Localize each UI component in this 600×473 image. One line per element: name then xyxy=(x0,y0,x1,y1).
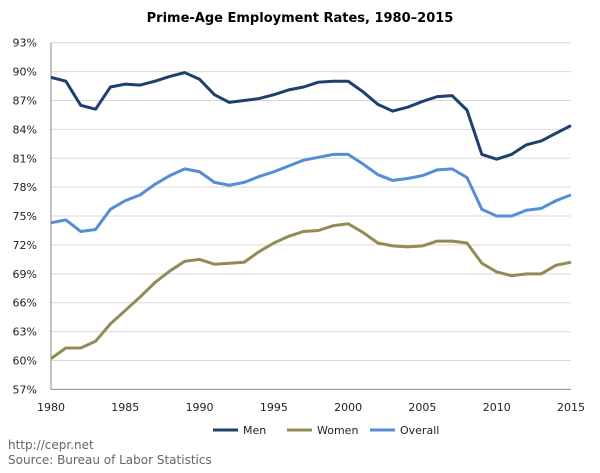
legend-label-men: Men xyxy=(243,424,266,437)
series-line-men xyxy=(50,71,572,161)
y-tick-label: 66% xyxy=(13,297,37,310)
x-tick-label: 1990 xyxy=(186,401,214,414)
x-tick-label: 1985 xyxy=(111,401,139,414)
x-tick-label: 2015 xyxy=(557,401,585,414)
y-tick-label: 57% xyxy=(13,383,37,396)
series-line-overall xyxy=(50,152,572,233)
y-tick-label: 87% xyxy=(13,94,37,107)
x-tick-label: 2010 xyxy=(483,401,511,414)
y-tick-label: 63% xyxy=(13,326,37,339)
chart-title: Prime-Age Employment Rates, 1980–2015 xyxy=(147,11,454,26)
y-tick-label: 75% xyxy=(13,210,37,223)
y-tick-label: 93% xyxy=(13,37,37,50)
x-tick-label: 2000 xyxy=(334,401,362,414)
y-tick-label: 84% xyxy=(13,123,37,136)
legend-label-women: Women xyxy=(317,424,358,437)
y-tick-label: 78% xyxy=(13,181,37,194)
y-tick-label: 72% xyxy=(13,239,37,252)
series-line-women xyxy=(50,222,572,360)
source-text: Source: Bureau of Labor Statistics xyxy=(8,453,212,467)
y-tick-label: 90% xyxy=(13,66,37,79)
y-tick-label: 81% xyxy=(13,152,37,165)
source-url: http://cepr.net xyxy=(8,438,94,452)
legend-label-overall: Overall xyxy=(400,424,439,437)
x-tick-label: 1980 xyxy=(37,401,65,414)
x-tick-label: 1995 xyxy=(260,401,288,414)
x-tick-label: 2005 xyxy=(408,401,436,414)
y-tick-label: 69% xyxy=(13,268,37,281)
y-tick-label: 60% xyxy=(13,355,37,368)
